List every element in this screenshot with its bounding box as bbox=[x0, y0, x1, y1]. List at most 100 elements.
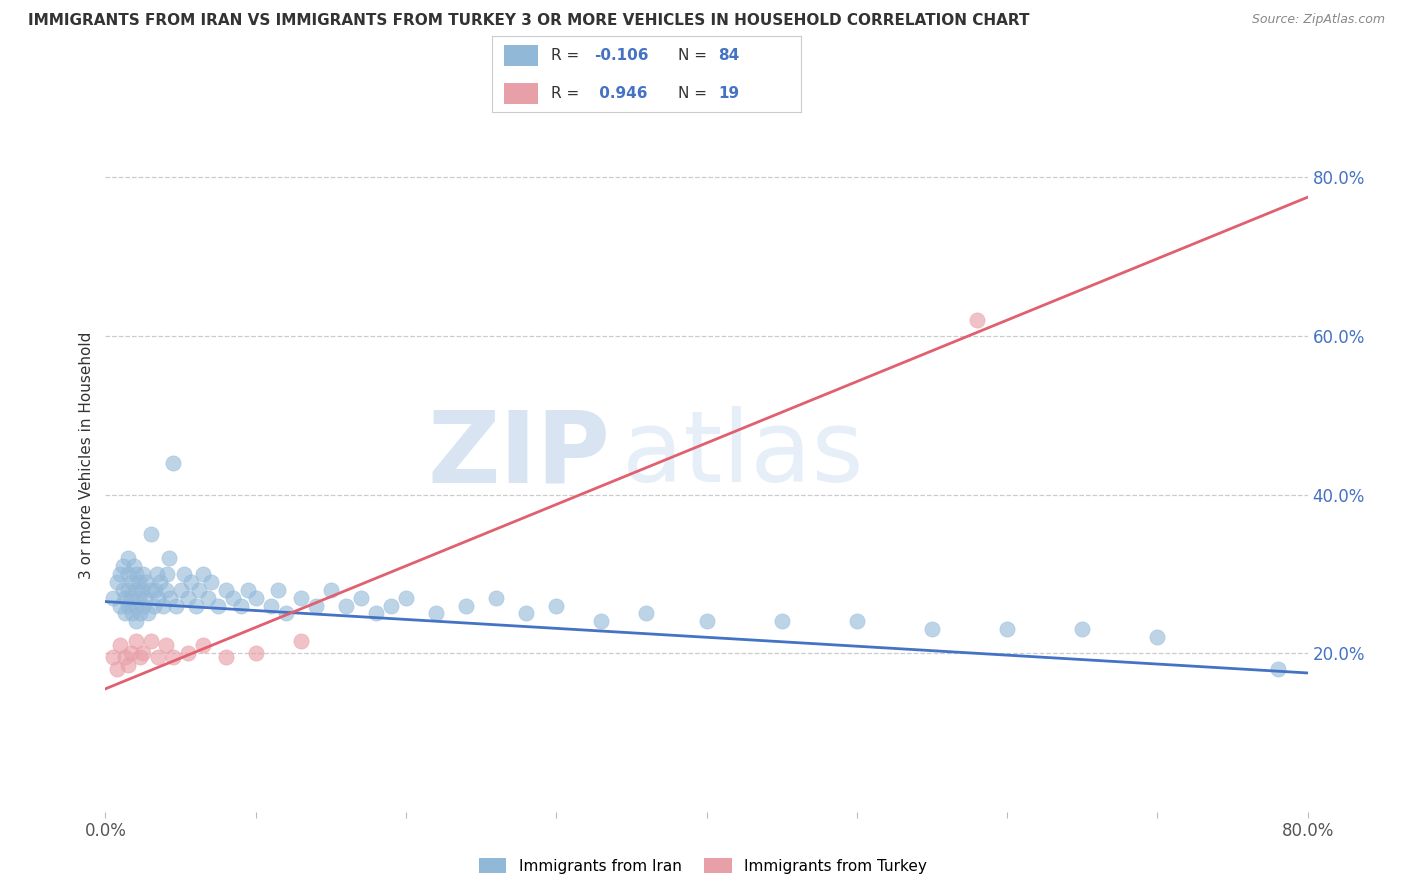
Point bbox=[155, 638, 177, 652]
Point bbox=[117, 599, 139, 613]
Point bbox=[132, 566, 155, 581]
Point bbox=[136, 607, 159, 621]
Point bbox=[120, 591, 142, 605]
Point bbox=[335, 599, 357, 613]
Point bbox=[350, 591, 373, 605]
Text: 19: 19 bbox=[718, 86, 740, 101]
Point bbox=[380, 599, 402, 613]
Text: 0.946: 0.946 bbox=[595, 86, 648, 101]
Point bbox=[162, 456, 184, 470]
Point bbox=[139, 582, 162, 597]
Point bbox=[165, 599, 187, 613]
Point bbox=[546, 599, 568, 613]
Text: Source: ZipAtlas.com: Source: ZipAtlas.com bbox=[1251, 13, 1385, 27]
Point bbox=[131, 582, 153, 597]
Point bbox=[146, 650, 169, 665]
Point bbox=[114, 607, 136, 621]
Text: IMMIGRANTS FROM IRAN VS IMMIGRANTS FROM TURKEY 3 OR MORE VEHICLES IN HOUSEHOLD C: IMMIGRANTS FROM IRAN VS IMMIGRANTS FROM … bbox=[28, 13, 1029, 29]
Point bbox=[214, 650, 236, 665]
Point bbox=[101, 591, 124, 605]
Point bbox=[845, 615, 868, 629]
Point bbox=[124, 634, 146, 648]
Point bbox=[117, 658, 139, 673]
Point bbox=[169, 582, 191, 597]
Point bbox=[159, 591, 181, 605]
Point bbox=[238, 582, 260, 597]
Point bbox=[139, 527, 162, 541]
Point bbox=[260, 599, 283, 613]
Point bbox=[110, 599, 132, 613]
Point bbox=[485, 591, 508, 605]
Point bbox=[112, 558, 135, 573]
Point bbox=[290, 591, 312, 605]
Point bbox=[129, 650, 152, 665]
Point bbox=[157, 551, 180, 566]
Point bbox=[121, 574, 143, 589]
Point bbox=[1146, 630, 1168, 644]
FancyBboxPatch shape bbox=[505, 83, 538, 104]
Point bbox=[636, 607, 658, 621]
Legend: Immigrants from Iran, Immigrants from Turkey: Immigrants from Iran, Immigrants from Tu… bbox=[472, 852, 934, 880]
Point bbox=[112, 582, 135, 597]
Point bbox=[184, 599, 207, 613]
Point bbox=[110, 566, 132, 581]
Text: ZIP: ZIP bbox=[427, 407, 610, 503]
Point bbox=[107, 574, 129, 589]
Point bbox=[267, 582, 290, 597]
Point bbox=[124, 566, 146, 581]
Point bbox=[134, 591, 156, 605]
Point bbox=[143, 582, 166, 597]
Point bbox=[1071, 623, 1094, 637]
Point bbox=[395, 591, 418, 605]
Text: -0.106: -0.106 bbox=[595, 48, 648, 63]
Point bbox=[162, 650, 184, 665]
Text: N =: N = bbox=[678, 48, 707, 63]
Point bbox=[207, 599, 229, 613]
Text: R =: R = bbox=[551, 48, 579, 63]
Point bbox=[124, 615, 146, 629]
Point bbox=[696, 615, 718, 629]
Point bbox=[1267, 662, 1289, 676]
Point bbox=[114, 650, 136, 665]
Point bbox=[129, 607, 152, 621]
Point bbox=[966, 313, 988, 327]
Point bbox=[110, 638, 132, 652]
Point bbox=[128, 591, 150, 605]
Point bbox=[139, 634, 162, 648]
Point bbox=[155, 582, 177, 597]
Point bbox=[995, 623, 1018, 637]
Point bbox=[132, 599, 155, 613]
Text: R =: R = bbox=[551, 86, 579, 101]
Text: N =: N = bbox=[678, 86, 707, 101]
Point bbox=[214, 582, 236, 597]
Point bbox=[132, 646, 155, 660]
Point bbox=[117, 551, 139, 566]
Point bbox=[177, 591, 200, 605]
Point bbox=[364, 607, 387, 621]
Point bbox=[145, 566, 167, 581]
Text: 84: 84 bbox=[718, 48, 740, 63]
Point bbox=[117, 582, 139, 597]
Point bbox=[148, 574, 170, 589]
Point bbox=[146, 591, 169, 605]
Point bbox=[222, 591, 245, 605]
Point bbox=[454, 599, 477, 613]
Point bbox=[128, 574, 150, 589]
Point bbox=[191, 566, 214, 581]
Point bbox=[180, 574, 202, 589]
Point bbox=[515, 607, 537, 621]
Point bbox=[124, 582, 146, 597]
Point bbox=[122, 558, 145, 573]
Point bbox=[921, 623, 943, 637]
Point bbox=[319, 582, 342, 597]
Y-axis label: 3 or more Vehicles in Household: 3 or more Vehicles in Household bbox=[79, 331, 94, 579]
Point bbox=[290, 634, 312, 648]
Point bbox=[117, 566, 139, 581]
FancyBboxPatch shape bbox=[505, 45, 538, 66]
Point bbox=[305, 599, 328, 613]
Point bbox=[114, 591, 136, 605]
Point bbox=[770, 615, 793, 629]
Point bbox=[197, 591, 219, 605]
Point bbox=[120, 646, 142, 660]
Point bbox=[591, 615, 613, 629]
